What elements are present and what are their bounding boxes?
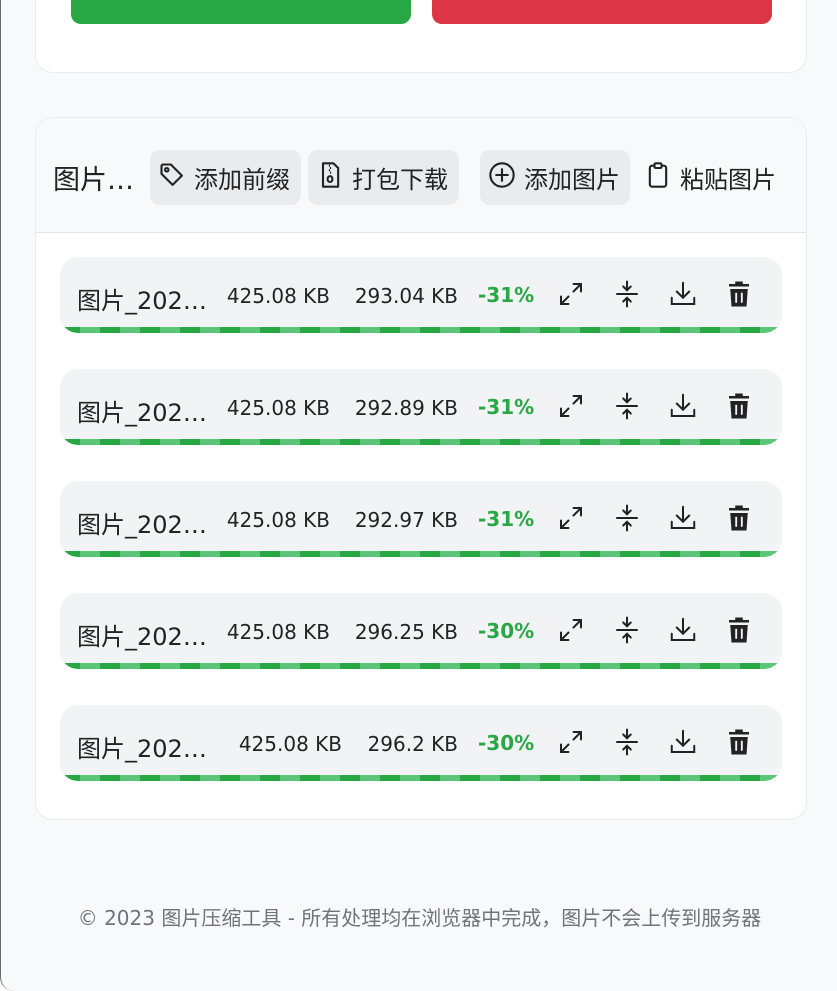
image-row: 图片_2025... 425.08 KB 292.97 KB -31% (60, 481, 782, 557)
compression-ratio: -30% (478, 619, 535, 643)
download-icon[interactable] (668, 503, 698, 533)
compress-icon[interactable] (612, 391, 642, 421)
original-size: 425.08 KB (226, 284, 330, 308)
compression-ratio: -30% (478, 731, 535, 755)
original-size: 425.08 KB (226, 396, 330, 420)
compress-icon[interactable] (612, 279, 642, 309)
original-size: 425.08 KB (238, 732, 342, 756)
tag-icon (158, 161, 194, 195)
compressed-size: 296.2 KB (367, 732, 458, 756)
progress-fill (60, 551, 782, 557)
clipboard-icon (644, 161, 680, 195)
expand-icon[interactable] (556, 615, 586, 645)
download-zip-label: 打包下载 (352, 166, 448, 194)
image-name: 图片_2025... (77, 735, 207, 763)
compress-icon[interactable] (612, 503, 642, 533)
compression-progress-bar (60, 439, 782, 445)
image-name: 图片_2025... (77, 399, 207, 427)
expand-icon[interactable] (556, 503, 586, 533)
image-name: 图片_2025... (77, 287, 207, 315)
compressed-size: 293.04 KB (354, 284, 458, 308)
compress-icon[interactable] (612, 727, 642, 757)
trash-icon[interactable] (724, 727, 754, 757)
trash-icon[interactable] (724, 503, 754, 533)
image-row: 图片_2025... 425.08 KB 293.04 KB -31% (60, 257, 782, 333)
download-zip-button[interactable]: 打包下载 (308, 150, 459, 205)
expand-icon[interactable] (556, 279, 586, 309)
expand-icon[interactable] (556, 727, 586, 757)
compress-icon[interactable] (612, 615, 642, 645)
plus-circle-icon (488, 161, 524, 195)
add-prefix-label: 添加前缀 (194, 166, 290, 194)
image-row: 图片_2025... 425.08 KB 296.2 KB -30% (60, 705, 782, 781)
file-zip-icon (316, 161, 352, 195)
list-title: 图片列表 (53, 165, 138, 196)
image-list-toolbar: 图片列表 添加前缀 打包下载 (36, 118, 806, 233)
download-icon[interactable] (668, 727, 698, 757)
compressed-size: 292.89 KB (354, 396, 458, 420)
image-row: 图片_2025... 425.08 KB 296.25 KB -30% (60, 593, 782, 669)
download-icon[interactable] (668, 279, 698, 309)
compression-progress-bar (60, 663, 782, 669)
progress-fill (60, 439, 782, 445)
clear-all-button[interactable] (432, 0, 772, 24)
original-size: 425.08 KB (226, 508, 330, 532)
progress-fill (60, 775, 782, 781)
image-name: 图片_2025... (77, 511, 207, 539)
download-icon[interactable] (668, 391, 698, 421)
trash-icon[interactable] (724, 279, 754, 309)
compression-progress-bar (60, 327, 782, 333)
add-image-button[interactable]: 添加图片 (480, 150, 630, 205)
progress-fill (60, 663, 782, 669)
image-list-card: 图片列表 添加前缀 打包下载 (35, 117, 807, 820)
original-size: 425.08 KB (226, 620, 330, 644)
image-row: 图片_2025... 425.08 KB 292.89 KB -31% (60, 369, 782, 445)
compressed-size: 296.25 KB (354, 620, 458, 644)
download-icon[interactable] (668, 615, 698, 645)
start-compress-button[interactable] (71, 0, 411, 24)
compression-ratio: -31% (478, 283, 535, 307)
image-name: 图片_2025... (77, 623, 207, 651)
paste-image-label: 粘贴图片 (680, 166, 776, 194)
compression-ratio: -31% (478, 507, 535, 531)
trash-icon[interactable] (724, 615, 754, 645)
compressed-size: 292.97 KB (354, 508, 458, 532)
compression-progress-bar (60, 775, 782, 781)
expand-icon[interactable] (556, 391, 586, 421)
compression-progress-bar (60, 551, 782, 557)
compression-ratio: -31% (478, 395, 535, 419)
action-card (35, 0, 807, 73)
progress-fill (60, 327, 782, 333)
trash-icon[interactable] (724, 391, 754, 421)
footer-note: © 2023 图片压缩工具 - 所有处理均在浏览器中完成，图片不会上传到服务器 (77, 906, 762, 930)
paste-image-button[interactable]: 粘贴图片 (638, 150, 788, 205)
add-prefix-button[interactable]: 添加前缀 (150, 150, 301, 205)
add-image-label: 添加图片 (524, 166, 620, 194)
